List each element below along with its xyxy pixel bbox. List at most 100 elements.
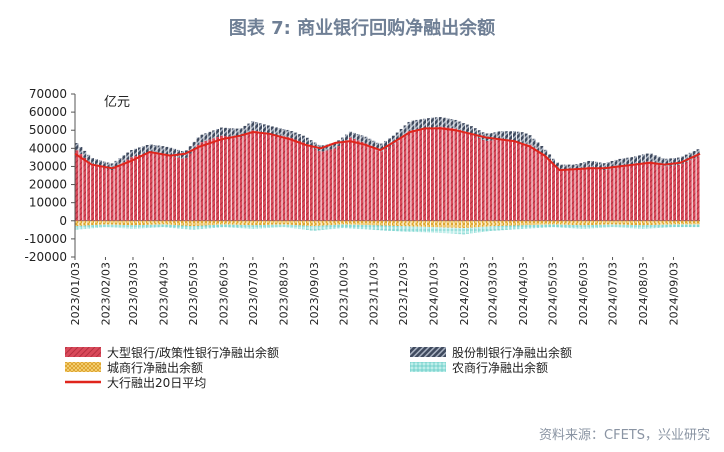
bar-1 xyxy=(423,128,427,221)
bar-2 xyxy=(149,144,153,153)
bar-1 xyxy=(536,150,540,221)
bar-3 xyxy=(384,220,387,226)
bar-4 xyxy=(430,227,434,233)
bar-3 xyxy=(337,220,341,225)
bar-4 xyxy=(231,224,235,228)
bar-2 xyxy=(266,125,270,134)
bar-1 xyxy=(696,156,700,221)
bar-1 xyxy=(192,149,196,221)
bar-3 xyxy=(188,220,192,227)
bar-3 xyxy=(278,220,282,225)
bar-1 xyxy=(481,139,485,221)
bar-4 xyxy=(153,224,157,228)
bar-2 xyxy=(540,145,544,154)
bar-4 xyxy=(384,225,387,231)
bar-4 xyxy=(481,226,485,232)
bar-1 xyxy=(278,135,282,221)
bar-2 xyxy=(450,119,454,128)
bar-3 xyxy=(696,220,700,225)
bar-4 xyxy=(399,226,403,232)
bar-1 xyxy=(141,153,145,221)
bar-2 xyxy=(626,157,630,166)
legend-label: 农商行净融出余额 xyxy=(452,360,548,375)
bar-1 xyxy=(91,164,95,221)
bar-1 xyxy=(337,145,341,221)
x-tick-label: 2024/05/03 xyxy=(547,262,560,325)
bar-1 xyxy=(595,168,598,221)
bar-2 xyxy=(497,131,501,140)
bar-1 xyxy=(653,162,657,221)
bar-3 xyxy=(427,220,430,227)
line-layer xyxy=(74,127,701,172)
bar-1 xyxy=(75,150,79,221)
bar-1 xyxy=(352,138,356,221)
bar-1 xyxy=(157,153,161,221)
bar-1 xyxy=(173,156,177,221)
bar-2 xyxy=(309,140,313,147)
bar-3 xyxy=(274,220,278,225)
bar-1 xyxy=(563,170,567,221)
bar-1 xyxy=(309,146,313,221)
bar-4 xyxy=(376,225,380,231)
bar-3 xyxy=(591,220,595,226)
y-tick-label: 10000 xyxy=(29,196,67,210)
bar-2 xyxy=(122,155,126,163)
bar-2 xyxy=(212,130,216,139)
bar-2 xyxy=(477,130,481,138)
bar-4 xyxy=(598,224,602,228)
bar-1 xyxy=(622,165,626,221)
bar-2 xyxy=(274,127,278,136)
bar-4 xyxy=(149,224,153,228)
bar-3 xyxy=(653,220,657,225)
bar-1 xyxy=(575,169,579,221)
bar-2 xyxy=(595,161,598,169)
bar-1 xyxy=(454,128,458,221)
bar-1 xyxy=(321,151,325,221)
bar-3 xyxy=(348,220,352,225)
bar-2 xyxy=(680,156,684,164)
y-tick-label: 70000 xyxy=(29,87,67,101)
bar-2 xyxy=(235,128,239,138)
bar-2 xyxy=(587,160,591,167)
bar-1 xyxy=(665,166,669,221)
bar-1 xyxy=(407,131,411,221)
bar-2 xyxy=(313,142,317,149)
bar-1 xyxy=(317,151,321,221)
bar-3 xyxy=(540,220,544,225)
bar-4 xyxy=(337,224,341,229)
bar-3 xyxy=(263,220,266,225)
bar-3 xyxy=(345,220,348,225)
bar-4 xyxy=(200,225,204,230)
bar-3 xyxy=(555,220,559,225)
bar-1 xyxy=(477,137,481,221)
bar-3 xyxy=(294,220,298,226)
bar-1 xyxy=(571,170,575,221)
bar-2 xyxy=(434,117,438,128)
bar-3 xyxy=(532,220,536,225)
bar-3 xyxy=(657,220,661,225)
bar-1 xyxy=(649,161,653,221)
bar-2 xyxy=(548,154,552,161)
bar-2 xyxy=(192,141,196,150)
bar-4 xyxy=(110,224,114,228)
bar-3 xyxy=(595,220,598,225)
bar-4 xyxy=(290,224,294,229)
bar-2 xyxy=(305,137,309,145)
bar-3 xyxy=(208,220,212,226)
bar-1 xyxy=(419,128,423,221)
bar-2 xyxy=(403,125,407,135)
bar-1 xyxy=(403,134,407,221)
y-axis: 70000 60000 50000 40000 30000 20000 10000 0 -100… xyxy=(24,87,76,264)
bar-3 xyxy=(548,220,552,225)
bar-1 xyxy=(415,129,419,221)
bar-4 xyxy=(114,224,118,228)
bar-4 xyxy=(505,225,509,230)
bar-2 xyxy=(645,153,649,162)
bar-3 xyxy=(134,220,137,226)
bar-2 xyxy=(364,136,368,144)
bar-3 xyxy=(145,220,149,225)
bar-3 xyxy=(106,220,110,225)
bar-1 xyxy=(345,140,348,221)
bar-3 xyxy=(341,220,345,225)
